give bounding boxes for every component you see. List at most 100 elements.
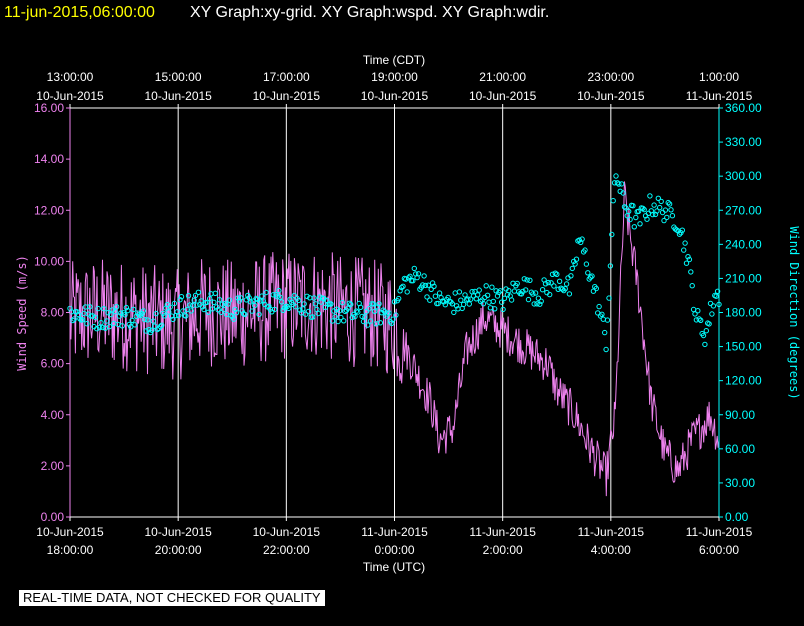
wind-direction-point: [431, 283, 437, 289]
wind-direction-point: [398, 284, 405, 291]
top-tick-date: 10-Jun-2015: [577, 89, 645, 103]
left-tick-label: 10.00: [34, 254, 64, 268]
wind-direction-point: [662, 207, 669, 213]
wind-direction-point: [551, 283, 557, 289]
top-axis-label: Time (CDT): [363, 53, 425, 67]
wind-direction-point: [640, 205, 646, 212]
left-tick-label: 0.00: [41, 510, 65, 524]
wind-direction-point: [554, 271, 560, 277]
wind-direction-point: [593, 285, 599, 292]
wind-direction-point: [422, 282, 429, 289]
wind-direction-point: [616, 181, 622, 187]
right-tick-label: 210.00: [725, 271, 762, 285]
wind-direction-point: [92, 314, 99, 321]
header-timestamp: 11-jun-2015,06:00:00: [4, 4, 155, 21]
wind-direction-point: [242, 311, 248, 318]
wind-direction-point: [610, 198, 616, 204]
wind-direction-point: [658, 198, 664, 205]
wind-direction-point: [661, 217, 667, 224]
wind-direction-point: [166, 309, 172, 315]
tick-labels: 13:00:00 10-Jun-2015 15:00:00 10-Jun-2015 17…: [34, 70, 762, 557]
wind-direction-point: [153, 310, 159, 317]
wind-direction-point: [535, 295, 542, 301]
wind-direction-point: [366, 306, 372, 312]
wind-direction-point: [600, 316, 606, 322]
wind-direction-point: [119, 323, 125, 329]
wind-direction-point: [511, 288, 518, 294]
wind-direction-point: [688, 269, 694, 275]
wind-direction-point: [396, 295, 402, 302]
bottom-tick-date: 11-Jun-2015: [361, 525, 428, 539]
wind-direction-point: [129, 317, 135, 323]
bottom-tick-time: 0:00:00: [374, 543, 414, 557]
wind-direction-point: [113, 304, 120, 310]
wind-direction-point: [458, 297, 464, 303]
wind-direction-point: [428, 286, 434, 292]
wind-direction-point: [370, 301, 376, 307]
wind-direction-point: [650, 211, 656, 218]
wind-direction-point: [216, 297, 223, 303]
wind-direction-series: [67, 173, 722, 353]
wind-direction-point: [695, 308, 701, 314]
wind-direction-point: [545, 279, 551, 286]
wind-direction-point: [657, 204, 663, 211]
wind-direction-point: [415, 271, 422, 277]
wind-direction-point: [427, 297, 433, 303]
wind-direction-point: [647, 193, 653, 199]
wind-direction-point: [376, 301, 382, 307]
wind-direction-point: [232, 306, 238, 313]
wind-direction-point: [501, 295, 508, 301]
wind-direction-point: [644, 216, 650, 222]
wind-direction-point: [651, 202, 657, 208]
wind-direction-point: [462, 292, 468, 298]
wind-direction-point: [706, 321, 712, 327]
wind-direction-point: [161, 313, 168, 319]
wind-direction-point: [637, 221, 643, 227]
wind-direction-point: [229, 313, 236, 320]
wind-direction-point: [490, 298, 496, 305]
wind-direction-point: [404, 289, 410, 295]
wind-direction-point: [305, 308, 312, 315]
wind-direction-point: [338, 314, 344, 321]
wind-direction-point: [99, 324, 106, 331]
wind-direction-point: [484, 292, 491, 298]
wind-direction-point: [449, 301, 455, 307]
wind-direction-point: [349, 314, 355, 321]
right-tick-label: 0.00: [725, 510, 749, 524]
wind-direction-point: [226, 297, 233, 303]
wind-direction-point: [70, 317, 76, 324]
wind-direction-point: [259, 293, 265, 299]
wind-direction-point: [372, 308, 378, 314]
wind-direction-point: [599, 311, 605, 317]
axes: [66, 104, 723, 521]
right-tick-label: 90.00: [725, 408, 755, 422]
wind-direction-point: [212, 290, 219, 296]
wind-direction-point: [583, 261, 590, 267]
wind-direction-point: [679, 227, 685, 233]
bottom-tick-date: 10-Jun-2015: [144, 525, 212, 539]
wind-direction-point: [144, 317, 151, 323]
wind-direction-point: [709, 311, 715, 317]
wind-direction-point: [116, 313, 123, 319]
right-axis-label: Wind Direction (degrees): [787, 226, 801, 399]
wind-direction-point: [420, 282, 426, 288]
wind-direction-point: [635, 208, 642, 215]
top-tick-time: 19:00:00: [371, 70, 418, 84]
wind-direction-point: [664, 214, 670, 221]
wind-direction-point: [201, 306, 207, 313]
wind-direction-point: [235, 295, 241, 301]
wind-direction-point: [183, 313, 189, 319]
wind-direction-point: [607, 263, 614, 269]
bottom-axis-label: Time (UTC): [363, 560, 425, 574]
left-tick-label: 8.00: [41, 306, 65, 320]
top-tick-date: 10-Jun-2015: [253, 89, 321, 103]
top-tick-date: 11-Jun-2015: [686, 89, 753, 103]
wind-direction-point: [655, 195, 661, 202]
wind-direction-point: [508, 297, 515, 303]
wind-direction-point: [702, 341, 708, 348]
wind-direction-point: [271, 306, 278, 313]
bottom-tick-time: 6:00:00: [699, 543, 739, 557]
wind-direction-point: [530, 291, 536, 297]
bottom-tick-time: 18:00:00: [47, 543, 94, 557]
wind-direction-point: [456, 289, 463, 295]
